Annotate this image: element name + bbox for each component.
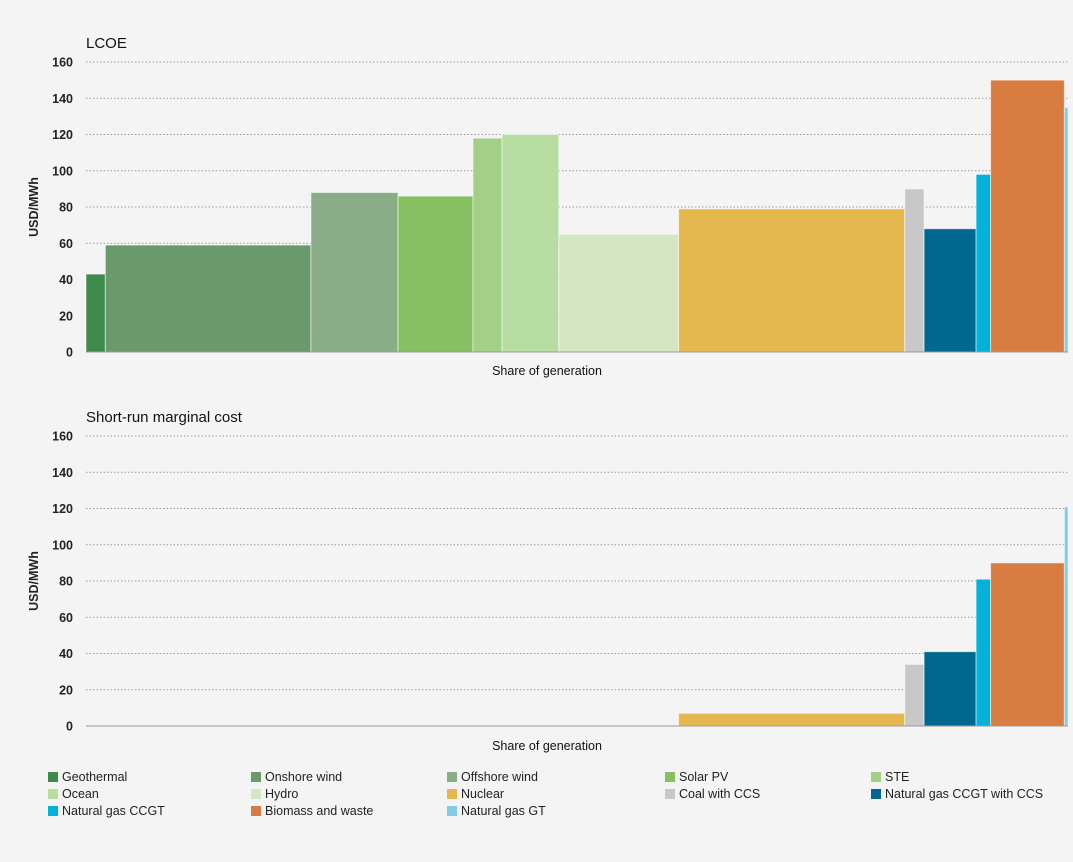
chart2-ytick-label: 80 <box>59 575 73 589</box>
legend-swatch <box>251 789 261 799</box>
chart1-bar-geothermal <box>85 273 106 353</box>
legend-swatch <box>48 772 58 782</box>
legend-swatch <box>48 789 58 799</box>
chart1-ytick-label: 40 <box>59 273 73 287</box>
legend-item-natural-gas-ccgt: Natural gas CCGT <box>48 804 251 818</box>
chart1-bar-natural-gas-ccgt <box>975 173 992 353</box>
chart1-bar-onshore-wind <box>104 244 312 353</box>
legend-item-offshore-wind: Offshore wind <box>447 770 665 784</box>
chart2-ytick-label: 40 <box>59 647 73 661</box>
chart1-bar-coal-with-ccs <box>904 188 925 353</box>
legend-item-solar-pv: Solar PV <box>665 770 871 784</box>
legend-swatch <box>447 789 457 799</box>
chart1-ytick-label: 80 <box>59 201 73 215</box>
legend-swatch <box>251 806 261 816</box>
chart1-title: LCOE <box>86 35 127 52</box>
chart2-bar-natural-gas-gt <box>1063 506 1069 727</box>
chart2-bar-natural-gas-ccgt-with-ccs <box>923 651 977 727</box>
chart1-ytick-label: 100 <box>52 164 73 178</box>
chart1-ytick-label: 0 <box>66 346 73 360</box>
chart2-ytick-label: 140 <box>52 466 73 480</box>
chart1-bar-solar-pv <box>397 195 474 353</box>
chart2-ytick-label: 120 <box>52 502 73 516</box>
legend-item-ste: STE <box>871 770 1068 784</box>
legend-item-geothermal: Geothermal <box>48 770 251 784</box>
chart1-bar-natural-gas-gt <box>1063 106 1069 353</box>
chart2-ytick-label: 20 <box>59 683 73 697</box>
chart1-bar-ste <box>472 137 503 353</box>
legend-swatch <box>665 772 675 782</box>
chart2-bar-natural-gas-ccgt <box>975 578 992 727</box>
legend-item-biomass-and-waste: Biomass and waste <box>251 804 447 818</box>
legend-swatch <box>871 789 881 799</box>
chart2-bar-coal-with-ccs <box>904 663 925 727</box>
chart2-y-axis-label: USD/MWh <box>27 551 41 611</box>
legend-label: Hydro <box>265 787 299 801</box>
legend-swatch <box>251 772 261 782</box>
chart2-bar-nuclear <box>678 712 906 727</box>
legend-swatch <box>665 789 675 799</box>
legend-label: Natural gas GT <box>461 804 546 818</box>
chart2-title: Short-run marginal cost <box>86 409 243 426</box>
legend-label: Coal with CCS <box>679 787 761 801</box>
legend-label: Nuclear <box>461 787 505 801</box>
chart1-ytick-label: 140 <box>52 92 73 106</box>
chart1-x-axis-label: Share of generation <box>492 364 602 378</box>
legend-item-natural-gas-ccgt-with-ccs: Natural gas CCGT with CCS <box>871 787 1068 801</box>
legend-item-hydro: Hydro <box>251 787 447 801</box>
chart1-y-axis-label: USD/MWh <box>27 177 41 237</box>
legend-label: Natural gas CCGT <box>62 804 165 818</box>
legend-swatch <box>447 806 457 816</box>
legend-item-nuclear: Nuclear <box>447 787 665 801</box>
legend-label: Onshore wind <box>265 770 343 784</box>
legend-item-onshore-wind: Onshore wind <box>251 770 447 784</box>
legend-label: Offshore wind <box>461 770 538 784</box>
chart2-bar-biomass-and-waste <box>990 562 1065 727</box>
legend-item-coal-with-ccs: Coal with CCS <box>665 787 871 801</box>
chart1-ytick-label: 60 <box>59 237 73 251</box>
chart1-bar-hydro <box>558 233 680 353</box>
legend-swatch <box>871 772 881 782</box>
chart1-bar-natural-gas-ccgt-with-ccs <box>923 228 977 353</box>
chart2-ytick-label: 160 <box>52 430 73 444</box>
legend-label: STE <box>885 770 910 784</box>
legend-item-ocean: Ocean <box>48 787 251 801</box>
legend-item-natural-gas-gt: Natural gas GT <box>447 804 665 818</box>
chart1-ytick-label: 20 <box>59 309 73 323</box>
chart2-ytick-label: 60 <box>59 611 73 625</box>
chart1-ytick-label: 160 <box>52 56 73 70</box>
chart1-bar-nuclear <box>678 208 906 353</box>
chart1-ytick-label: 120 <box>52 128 73 142</box>
legend-label: Ocean <box>62 787 99 801</box>
chart2-ytick-label: 100 <box>52 538 73 552</box>
legend-label: Natural gas CCGT with CCS <box>885 787 1044 801</box>
legend-swatch <box>48 806 58 816</box>
chart2-ytick-label: 0 <box>66 720 73 734</box>
chart1-bar-ocean <box>501 134 560 353</box>
legend: Geothermal Onshore wind Offshore wind Solar… <box>48 770 1068 818</box>
legend-label: Solar PV <box>679 770 729 784</box>
legend-label: Biomass and waste <box>265 804 374 818</box>
chart1-bar-biomass-and-waste <box>990 79 1065 353</box>
chart1-bar-offshore-wind <box>310 192 399 353</box>
legend-label: Geothermal <box>62 770 128 784</box>
chart2-x-axis-label: Share of generation <box>492 739 602 753</box>
legend-swatch <box>447 772 457 782</box>
